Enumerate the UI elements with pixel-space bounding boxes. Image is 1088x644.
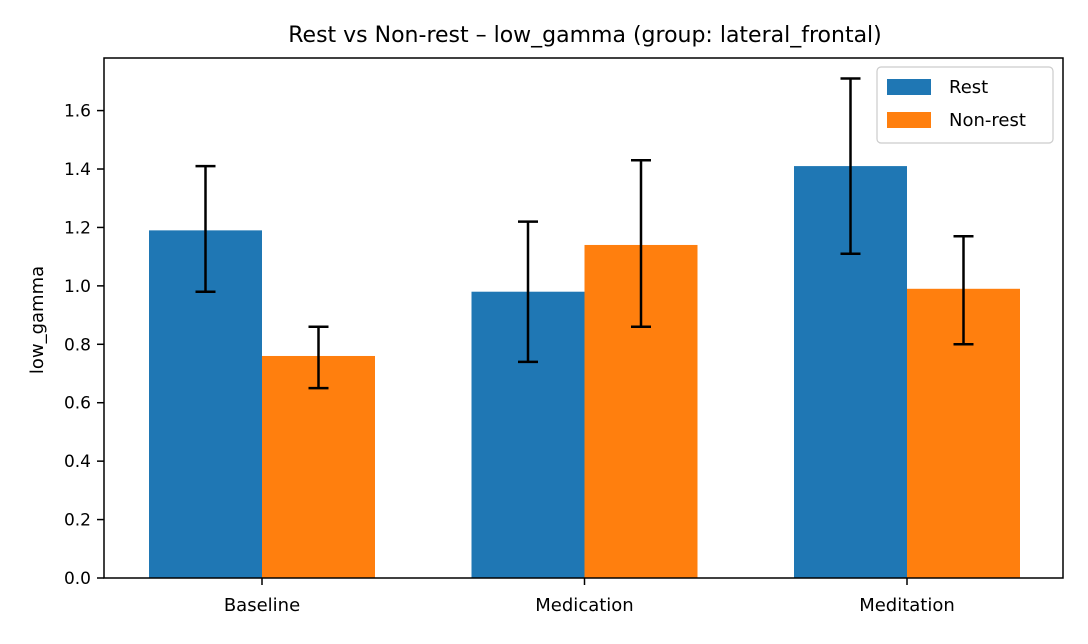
legend: Rest Non-rest <box>876 66 1054 144</box>
plot-frame <box>103 57 1064 579</box>
error-bar-rest-medication <box>518 220 538 364</box>
x-tick-label: Baseline <box>224 595 300 616</box>
y-tick-label: 1.4 <box>64 160 91 180</box>
legend-swatch <box>887 79 931 95</box>
y-tick-label: 0.4 <box>64 452 91 472</box>
error-bar-non-rest-medication <box>631 158 651 329</box>
y-tick-label: 0.8 <box>64 335 91 355</box>
legend-label: Non-rest <box>949 110 1026 131</box>
chart-title: Rest vs Non-rest – low_gamma (group: lat… <box>288 23 882 48</box>
x-tick-label: Medication <box>535 595 633 616</box>
y-tick-label: 1.0 <box>64 277 91 297</box>
x-tick-label: Meditation <box>859 595 955 616</box>
error-bar-rest-meditation <box>840 77 861 255</box>
bar-non-rest-baseline <box>262 355 375 578</box>
y-tick-label: 0.2 <box>64 511 91 531</box>
y-tick-label: 1.2 <box>64 218 91 238</box>
y-tick-label: 0.6 <box>64 394 91 414</box>
y-axis-label: low_gamma <box>27 266 48 374</box>
y-tick-label: 1.6 <box>64 102 91 122</box>
error-bar-rest-baseline <box>195 164 216 293</box>
error-bar-non-rest-meditation <box>953 234 974 346</box>
y-tick-label: 0.0 <box>64 569 91 589</box>
plot-area: 0.0 0.2 0.4 0.6 0.8 1.0 1.2 1.4 1.6 Baseline Medic… <box>64 57 1064 616</box>
legend-swatch <box>887 112 931 128</box>
legend-label: Rest <box>949 77 988 98</box>
error-bar-non-rest-baseline <box>308 325 329 390</box>
